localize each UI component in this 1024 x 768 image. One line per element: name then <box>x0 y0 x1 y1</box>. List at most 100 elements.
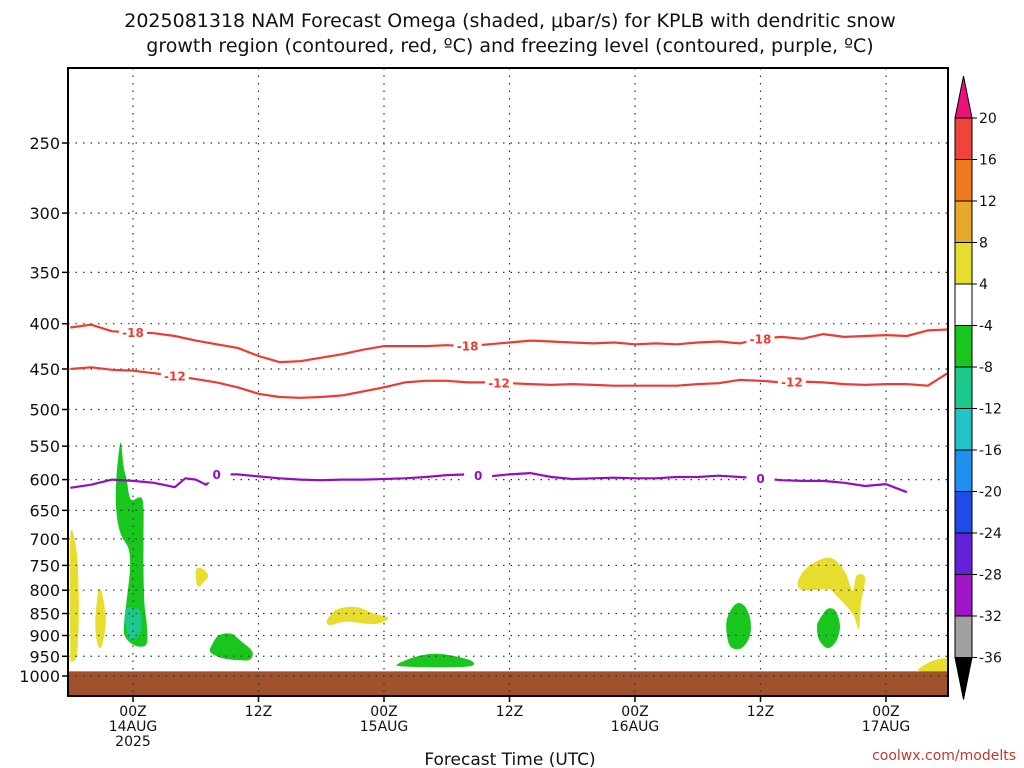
omega-region-1 <box>115 442 148 647</box>
colorbar-band-13 <box>954 615 973 658</box>
x-tick-label: 17AUG <box>862 719 911 735</box>
plot-border <box>67 67 949 697</box>
colorbar-min-arrow <box>954 657 973 700</box>
x-tick-label: 15AUG <box>360 719 409 735</box>
colorbar-band-9 <box>954 449 973 492</box>
x-tick-label: 16AUG <box>611 719 660 735</box>
colorbar: 20 16 12 8 4 -4 -8 -12 -16 -20 -24 -28 -32 -36 <box>954 75 1002 700</box>
ground-below-surface <box>68 671 948 696</box>
omega-region-4 <box>396 653 475 668</box>
colorbar-band-8 <box>954 408 973 451</box>
contour-label-bg <box>202 466 231 483</box>
plot-content: -18 -18 -18 -12 -12 -12 0 0 0 <box>68 68 948 696</box>
contour-label-bg <box>777 374 806 391</box>
omega-region-3 <box>209 633 253 661</box>
colorbar-tick-label: -32 <box>979 609 1002 625</box>
credit-text: coolwx.com/modelts <box>872 748 1016 764</box>
colorbar-band-6 <box>954 325 973 368</box>
contour-label-bg <box>746 330 775 347</box>
colorbar-tick-label: -24 <box>979 526 1002 542</box>
colorbar-band-7 <box>954 366 973 409</box>
contour-label: -18 <box>457 340 479 354</box>
colorbar-tick-label: 20 <box>979 111 997 127</box>
omega-region-11 <box>797 557 866 630</box>
x-tick-label: 00Z <box>370 704 397 720</box>
y-tick-label-550: 550 <box>29 437 60 456</box>
contour-label-bg <box>485 374 514 391</box>
x-tick-label: 2025 <box>115 734 151 750</box>
colorbar-tick-label: -12 <box>979 402 1002 418</box>
x-tick-label: 00Z <box>621 704 648 720</box>
colorbar-band-10 <box>954 491 973 534</box>
contour-label-bg <box>464 467 493 484</box>
chart-title-line-1: 2025081318 NAM Forecast Omega (shaded, μ… <box>124 10 896 32</box>
x-axis-label: Forecast Time (UTC) <box>424 750 595 768</box>
y-tick-label-950: 950 <box>29 647 60 666</box>
x-tick-label: 12Z <box>747 704 774 720</box>
contour-label-bg <box>160 367 189 384</box>
contour-label: -18 <box>122 326 144 340</box>
plot-frame <box>67 67 949 697</box>
colorbar-tick-label: -36 <box>979 651 1002 667</box>
x-tick-label: 00Z <box>872 704 899 720</box>
omega-region-12 <box>917 658 948 673</box>
colorbar-tick-label: 12 <box>979 194 997 210</box>
colorbar-band-11 <box>954 532 973 575</box>
contour-label: -12 <box>781 376 803 390</box>
colorbar-tick-label: -8 <box>979 360 993 376</box>
x-tick-label: 12Z <box>245 704 272 720</box>
colorbar-tick-label: 4 <box>979 277 988 293</box>
colorbar-tick-label: -20 <box>979 485 1002 501</box>
colorbar-tick-label: 8 <box>979 236 988 252</box>
x-tick-label: 12Z <box>496 704 523 720</box>
omega-region-8 <box>95 588 106 648</box>
y-tick-label-700: 700 <box>29 530 60 549</box>
y-tick-label-300: 300 <box>29 204 60 223</box>
omega-region-6 <box>817 608 840 649</box>
colorbar-tick-label: -28 <box>979 568 1002 584</box>
y-axis: 250 300 350 400 450 500 550 600 650 700 750 800 850 9… <box>19 134 68 686</box>
x-tick-label: 14AUG <box>109 719 158 735</box>
contour-label-bg <box>119 324 147 341</box>
y-tick-label-1000: 1000 <box>19 667 60 686</box>
contour-label: 0 <box>756 472 764 486</box>
colorbar-band-1 <box>954 117 973 160</box>
colorbar-tick-label: -16 <box>979 443 1002 459</box>
y-tick-label-250: 250 <box>29 134 60 153</box>
y-tick-label-900: 900 <box>29 626 60 645</box>
colorbar-band-12 <box>954 574 973 617</box>
contour-minus18-line <box>70 323 948 364</box>
omega-region-5 <box>726 603 751 650</box>
y-tick-label-750: 750 <box>29 556 60 575</box>
plot-area: -18 -18 -18 -12 -12 -12 0 0 0 <box>68 68 948 696</box>
colorbar-tick-label: 16 <box>979 153 997 169</box>
omega-region-9 <box>195 567 209 587</box>
x-tick-label: 00Z <box>119 704 146 720</box>
y-tick-label-350: 350 <box>29 263 60 282</box>
y-tick-label-850: 850 <box>29 605 60 624</box>
colorbar-band-4 <box>954 242 973 285</box>
y-tick-label-800: 800 <box>29 581 60 600</box>
colorbar-band-2 <box>954 159 973 202</box>
contour-label: -12 <box>164 369 186 383</box>
colorbar-tick-label: -4 <box>979 319 993 335</box>
contour-label-bg <box>453 338 482 355</box>
contour-label: -18 <box>750 332 772 346</box>
colorbar-band-5 <box>954 283 973 326</box>
contour-label-bg <box>746 470 775 487</box>
contour-label: -12 <box>488 376 510 390</box>
omega-region-10 <box>326 606 389 626</box>
y-tick-label-650: 650 <box>29 501 60 520</box>
contour-label: 0 <box>474 469 482 483</box>
omega-region-7 <box>69 529 79 665</box>
y-tick-label-500: 500 <box>29 401 60 420</box>
y-tick-label-400: 400 <box>29 315 60 334</box>
contour-label: 0 <box>212 468 220 482</box>
y-tick-label-450: 450 <box>29 360 60 379</box>
colorbar-band-3 <box>954 200 973 243</box>
colorbar-max-arrow <box>954 75 973 119</box>
chart-title-line-2: growth region (contoured, red, ºC) and f… <box>146 35 873 57</box>
y-tick-label-600: 600 <box>29 471 60 490</box>
